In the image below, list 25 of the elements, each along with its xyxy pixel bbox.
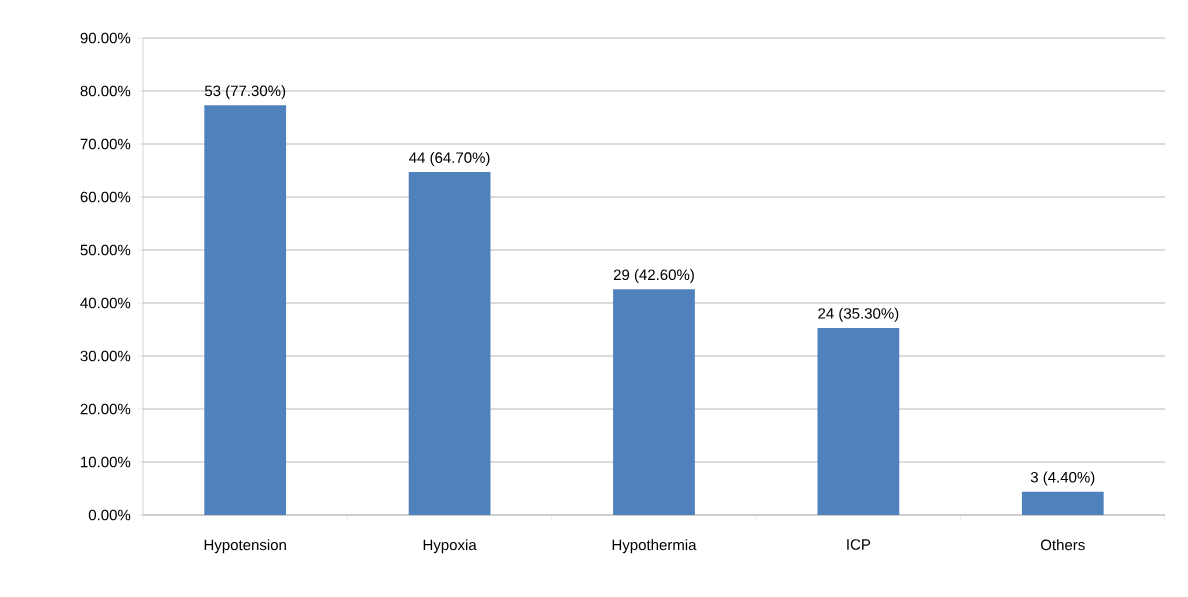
x-tick-label: Hypotension xyxy=(204,539,286,554)
y-tick-label: 50.00% xyxy=(80,244,131,256)
bar xyxy=(817,327,900,516)
y-tick-label: 80.00% xyxy=(80,85,131,97)
x-tick-label: Hypothermia xyxy=(612,539,697,554)
data-label: 29 (42.60%) xyxy=(613,269,694,284)
x-tick-label: ICP xyxy=(847,539,871,550)
bar xyxy=(613,289,695,516)
bar xyxy=(1021,491,1104,516)
data-label: 24 (35.30%) xyxy=(818,307,899,322)
y-tick-label: 10.00% xyxy=(81,456,131,468)
y-tick-label: 40.00% xyxy=(80,297,131,309)
y-tick-label: 0.00% xyxy=(88,509,131,521)
y-tick-label: 90.00% xyxy=(80,32,131,44)
x-tick-label: Others xyxy=(1040,539,1085,551)
data-label: 53 (77.30%) xyxy=(204,85,286,100)
bar xyxy=(204,105,287,516)
data-label: 44 (64.70%) xyxy=(409,151,490,166)
x-tick-label: Hypoxia xyxy=(423,539,477,554)
data-label: 3 (4.40%) xyxy=(1030,471,1095,486)
y-tick-label: 70.00% xyxy=(80,138,131,150)
y-tick-label: 20.00% xyxy=(80,403,131,415)
bar xyxy=(408,172,491,516)
y-tick-label: 30.00% xyxy=(80,350,131,362)
y-tick-label: 60.00% xyxy=(80,191,131,203)
